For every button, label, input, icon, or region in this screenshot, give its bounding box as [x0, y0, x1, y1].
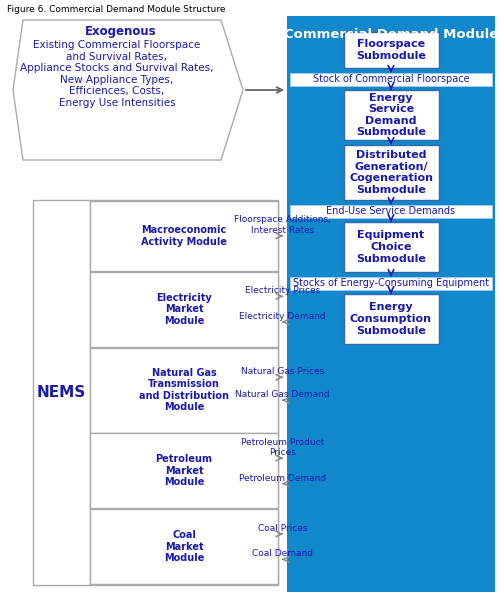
Text: Figure 6. Commercial Demand Module Structure: Figure 6. Commercial Demand Module Struc…	[7, 5, 226, 14]
Text: Stock of Commercial Floorspace: Stock of Commercial Floorspace	[312, 75, 470, 85]
Bar	[90, 201, 278, 271]
Text: Floorspace Additions,
Interest Rates: Floorspace Additions, Interest Rates	[234, 216, 331, 235]
Text: Electricity Prices: Electricity Prices	[245, 287, 320, 296]
Bar	[90, 347, 278, 432]
Bar	[33, 200, 278, 585]
Bar	[344, 222, 438, 272]
Text: Electricity
Market
Module: Electricity Market Module	[156, 293, 212, 326]
Bar	[344, 32, 438, 68]
Bar	[344, 90, 438, 140]
Bar	[90, 509, 278, 584]
Text: Energy
Consumption
Submodule: Energy Consumption Submodule	[350, 303, 432, 336]
Text: Commercial Demand Module: Commercial Demand Module	[284, 28, 498, 41]
Text: Coal Demand: Coal Demand	[252, 549, 313, 558]
Bar	[90, 433, 278, 508]
Text: Macroeconomic
Activity Module: Macroeconomic Activity Module	[141, 225, 227, 247]
Bar	[290, 277, 492, 290]
Text: Electricity Demand: Electricity Demand	[239, 312, 326, 321]
Text: Natural Gas Demand: Natural Gas Demand	[235, 390, 330, 399]
Text: Natural Gas Prices: Natural Gas Prices	[241, 367, 324, 376]
Bar	[290, 205, 492, 218]
Text: Exogenous: Exogenous	[84, 24, 156, 38]
Bar	[344, 294, 438, 344]
Text: Distributed
Generation/
Cogeneration
Submodule: Distributed Generation/ Cogeneration Sub…	[349, 150, 433, 195]
Bar	[90, 272, 278, 347]
Text: End-Use Service Demands: End-Use Service Demands	[326, 207, 456, 217]
Polygon shape	[13, 20, 243, 160]
Text: Floorspace
Submodule: Floorspace Submodule	[356, 39, 426, 61]
Text: Petroleum Demand: Petroleum Demand	[239, 473, 326, 482]
Text: Existing Commercial Floorspace
and Survival Rates,
Appliance Stocks and Survival: Existing Commercial Floorspace and Survi…	[20, 40, 214, 108]
Text: Stocks of Energy-Consuming Equipment: Stocks of Energy-Consuming Equipment	[293, 278, 489, 288]
Text: Natural Gas
Transmission
and Distribution
Module: Natural Gas Transmission and Distributio…	[139, 368, 229, 413]
Text: Coal Prices: Coal Prices	[258, 524, 308, 533]
Bar	[344, 145, 438, 200]
Text: NEMS: NEMS	[37, 385, 86, 400]
Bar	[287, 16, 495, 592]
Text: Energy
Service
Demand
Submodule: Energy Service Demand Submodule	[356, 93, 426, 137]
Text: Equipment
Choice
Submodule: Equipment Choice Submodule	[356, 230, 426, 264]
Text: Coal
Market
Module: Coal Market Module	[164, 530, 204, 563]
Bar	[290, 73, 492, 86]
Text: Petroleum
Market
Module: Petroleum Market Module	[156, 454, 212, 487]
Text: Petroleum Product
Prices: Petroleum Product Prices	[241, 438, 324, 457]
